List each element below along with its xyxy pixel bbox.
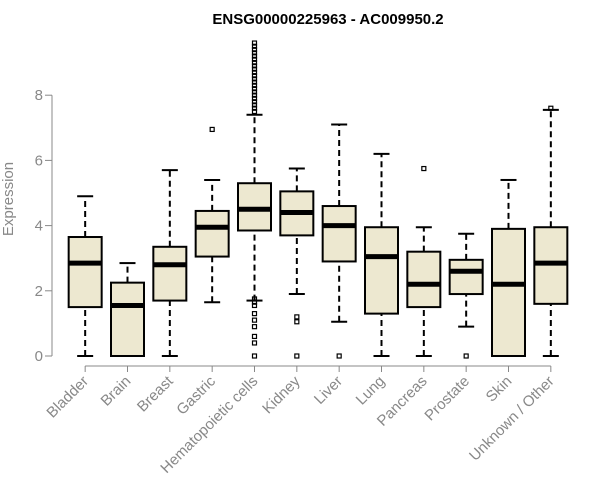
outlier-point [336,353,342,359]
box-group [448,232,484,359]
box-group [152,169,188,357]
box-iqr [194,209,230,258]
outlier-point [251,76,258,82]
outlier-point [251,50,258,56]
outlier-point [251,353,258,359]
outlier-point [294,314,300,320]
box-iqr [406,250,442,309]
outlier-point [251,43,258,49]
outlier-point [251,302,258,309]
outlier-point [251,95,258,102]
outlier-point [251,89,258,95]
chart-title: ENSG00000225963 - AC009950.2 [212,11,443,28]
x-tick-label: Prostate [421,373,473,425]
box-group [67,195,103,357]
box-group [279,167,315,359]
y-tick-label: 8 [35,87,43,104]
outlier-point [251,53,258,59]
box-group [491,178,526,357]
x-tick-label: Skin [483,373,516,406]
outlier-point [251,317,258,323]
x-tick-label: Kidney [259,372,304,417]
outlier-point [251,311,258,317]
outlier-point [251,63,258,69]
outlier-point [548,105,554,111]
box-group [406,165,442,357]
outlier-point [251,333,258,340]
outlier-point [251,82,258,89]
box-iqr [448,258,484,296]
outlier-point [251,69,258,75]
x-tick-label: Liver [311,373,346,408]
boxes-layer [67,40,569,359]
outlier-point [251,66,258,72]
outlier-point [251,105,258,111]
box-group [194,126,230,304]
outlier-point [294,353,300,359]
outlier-point [251,324,258,330]
x-tick-label: Brain [98,373,135,410]
y-tick-label: 4 [35,218,43,235]
x-tick-label: Lung [353,373,389,409]
y-axis-label: Expression [0,162,17,236]
outlier-point [251,79,258,85]
outlier-point [251,59,258,66]
outlier-point [251,46,258,53]
outlier-point [251,92,258,98]
outlier-point [251,299,258,305]
box-iqr [491,227,526,357]
outlier-point [251,86,258,92]
outlier-point [209,126,215,133]
box-group [237,40,272,359]
outlier-point [251,40,258,46]
outlier-point [251,56,258,62]
box-iqr [321,205,357,263]
y-tick-label: 6 [35,152,43,169]
outlier-point [251,108,258,115]
box-group [533,105,569,357]
outlier-point [251,99,258,105]
box-iqr [67,236,103,309]
x-tick-label: Breast [134,372,177,415]
outlier-point [463,353,469,359]
outlier-point [251,296,258,302]
box-group [364,152,399,357]
outlier-point [421,165,427,172]
outlier-point [294,319,300,325]
box-group [321,123,357,359]
outlier-point [251,340,258,346]
box-iqr [110,281,145,357]
y-axis: 0 2 4 6 8 [35,87,53,365]
outlier-point [251,73,258,79]
x-tick-label: Bladder [43,373,92,422]
box-iqr [364,226,399,315]
box-iqr [152,245,188,302]
box-group [110,262,145,357]
y-tick-label: 2 [35,283,43,300]
y-tick-label: 0 [35,348,43,365]
outlier-point [251,102,258,108]
